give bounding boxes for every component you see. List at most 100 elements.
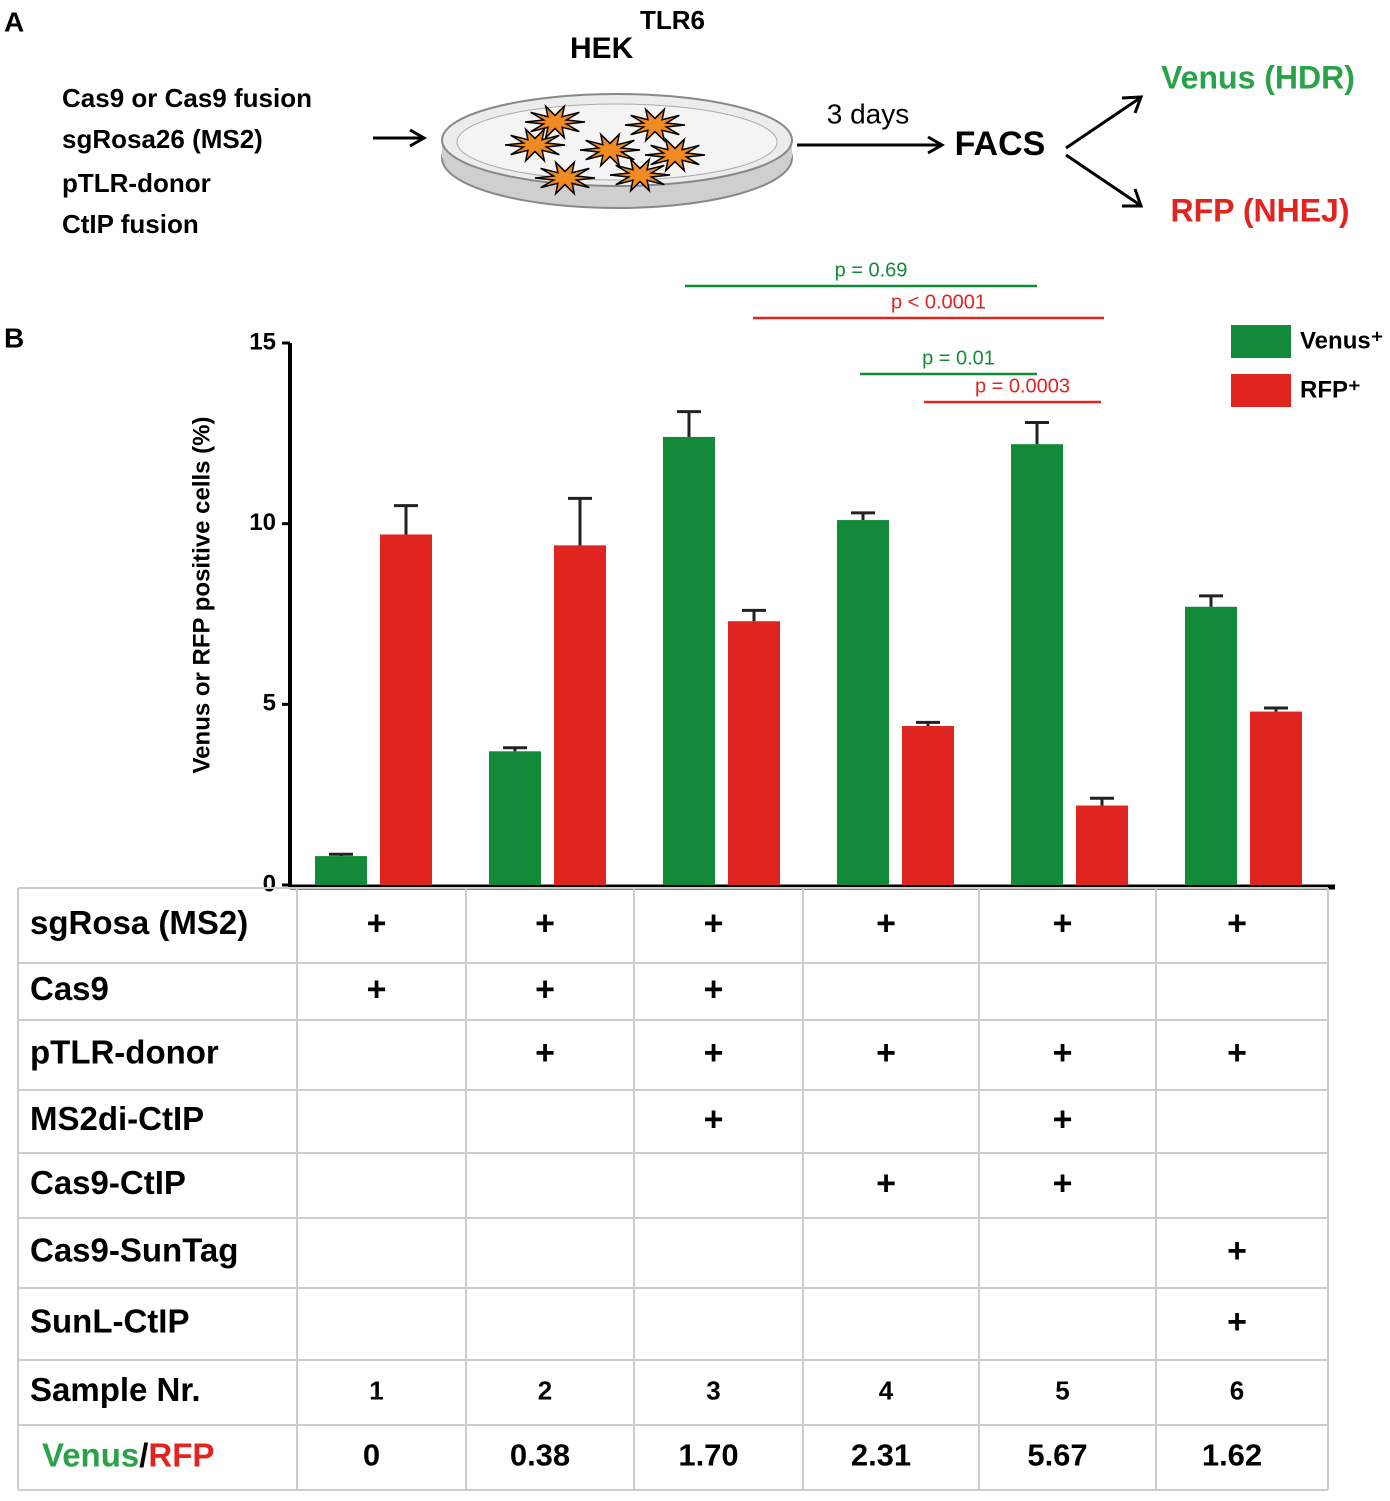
sample-number: 6 [1230, 1375, 1244, 1405]
bar [315, 856, 367, 885]
plus-mark: + [704, 1100, 724, 1138]
plus-mark: + [1227, 1303, 1247, 1341]
sample-number: 4 [879, 1375, 894, 1405]
error-bar [851, 511, 875, 521]
outcome: Venus (HDR) [1161, 59, 1355, 95]
plus-mark: + [704, 970, 724, 1008]
bar [663, 436, 715, 885]
plus-mark: + [876, 1034, 896, 1072]
cell [504, 127, 566, 163]
cell [644, 137, 706, 173]
plus-mark: + [1053, 904, 1073, 942]
plus-mark: + [535, 1034, 555, 1072]
plus-mark: + [535, 970, 555, 1008]
row-label: Cas9-SunTag [30, 1232, 238, 1269]
plus-mark: + [704, 904, 724, 942]
row-label: SunL-CtIP [30, 1303, 189, 1340]
cell [534, 160, 596, 196]
cell [579, 132, 641, 168]
ratio-label: Venus/RFP [42, 1436, 214, 1473]
ratio-value: 0.38 [510, 1438, 570, 1473]
assay: FACS [955, 125, 1046, 163]
y-tick-label: 10 [249, 509, 276, 536]
legend-swatch [1231, 374, 1291, 407]
bar [1076, 805, 1128, 885]
row-label: sgRosa (MS2) [30, 904, 248, 941]
p-value: p = 0.0003 [975, 375, 1070, 397]
input: sgRosa26 (MS2) [62, 124, 263, 154]
error-bar [1199, 594, 1223, 607]
p-value: p = 0.01 [922, 347, 995, 369]
plus-mark: + [1053, 1164, 1073, 1202]
row-label: pTLR-donor [30, 1034, 219, 1071]
p-value: p = 0.69 [835, 259, 908, 281]
cell-line-superscript: TLR6 [640, 5, 705, 35]
sample-number: 3 [706, 1375, 720, 1405]
legend-swatch [1231, 325, 1291, 358]
input: CtIP fusion [62, 209, 199, 239]
outcome: RFP (NHEJ) [1171, 192, 1350, 228]
ratio-value: 2.31 [851, 1438, 911, 1473]
ratio-value: 5.67 [1027, 1438, 1087, 1473]
cell [609, 157, 671, 193]
plus-mark: + [876, 904, 896, 942]
bar [837, 520, 889, 885]
ratio-label-part: RFP [148, 1436, 214, 1473]
arrows [373, 95, 1144, 208]
plus-mark: + [1227, 904, 1247, 942]
error-bar [916, 720, 940, 727]
row-label: MS2di-CtIP [30, 1100, 204, 1137]
plus-mark: + [1227, 1034, 1247, 1072]
input: Cas9 or Cas9 fusion [62, 83, 312, 113]
panel-label: A [4, 6, 24, 37]
cell-line: HEK [570, 32, 634, 65]
error-bar [568, 496, 592, 546]
bar [1250, 711, 1302, 885]
plus-mark: + [1053, 1034, 1073, 1072]
bar [489, 751, 541, 885]
error-bar [742, 608, 766, 622]
plus-mark: + [1053, 1100, 1073, 1138]
bar [728, 621, 780, 885]
row-label: Cas9 [30, 970, 109, 1007]
sample-number: 1 [369, 1375, 383, 1405]
cell [524, 104, 586, 140]
ratio-value: 1.70 [678, 1438, 738, 1473]
plus-mark: + [704, 1034, 724, 1072]
bar [380, 534, 432, 885]
bar [1011, 444, 1063, 885]
plus-mark: + [367, 904, 387, 942]
error-bar [503, 746, 527, 752]
error-bar [394, 504, 418, 535]
bar [1185, 606, 1237, 885]
dish [441, 93, 793, 209]
plus-mark: + [876, 1164, 896, 1202]
row-label: Sample Nr. [30, 1371, 201, 1408]
error-bar [329, 852, 353, 857]
plus-mark: + [367, 970, 387, 1008]
error-bar [677, 410, 701, 437]
ratio-value: 0 [363, 1438, 380, 1473]
sample-number: 2 [538, 1375, 552, 1405]
ratio-label-part: / [139, 1436, 148, 1473]
plus-mark: + [535, 904, 555, 942]
error-bar [1264, 706, 1288, 712]
ratio-value: 1.62 [1202, 1438, 1262, 1473]
legend-label: Venus⁺ [1300, 327, 1383, 354]
error-bar [1025, 420, 1049, 445]
legend-label: RFP⁺ [1300, 376, 1361, 403]
bar [554, 545, 606, 885]
y-tick-label: 15 [249, 328, 276, 355]
input: pTLR-donor [62, 168, 211, 198]
row-label: Cas9-CtIP [30, 1164, 186, 1201]
cell [624, 107, 686, 143]
y-tick-label: 0 [263, 870, 276, 897]
time: 3 days [827, 98, 910, 129]
ratio-label-part: Venus [42, 1436, 139, 1473]
plus-mark: + [1227, 1232, 1247, 1270]
y-axis-label: Venus or RFP positive cells (%) [188, 417, 215, 774]
panel-label: B [4, 322, 24, 353]
p-value: p < 0.0001 [891, 291, 986, 313]
y-tick-label: 5 [263, 690, 276, 717]
